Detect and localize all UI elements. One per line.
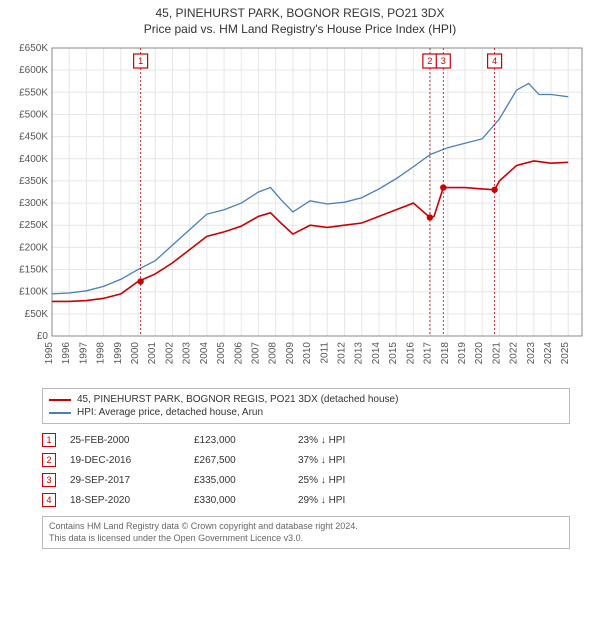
svg-text:2022: 2022 — [509, 342, 520, 365]
svg-text:£100K: £100K — [19, 287, 48, 298]
tx-price: £330,000 — [194, 495, 284, 506]
svg-text:£300K: £300K — [19, 198, 48, 209]
sale-point-3 — [440, 184, 446, 190]
tx-marker-4: 4 — [42, 493, 56, 507]
svg-text:1999: 1999 — [113, 342, 124, 365]
footer-line-1: Contains HM Land Registry data © Crown c… — [49, 521, 563, 533]
svg-text:2008: 2008 — [268, 342, 279, 365]
title-block: 45, PINEHURST PARK, BOGNOR REGIS, PO21 3… — [0, 0, 600, 38]
transaction-row: 3 29-SEP-2017 £335,000 25% ↓ HPI — [42, 470, 570, 490]
svg-text:2023: 2023 — [526, 342, 537, 365]
tx-diff: 23% ↓ HPI — [298, 435, 408, 446]
legend: 45, PINEHURST PARK, BOGNOR REGIS, PO21 3… — [42, 388, 570, 424]
svg-text:2000: 2000 — [130, 342, 141, 365]
transactions-table: 1 25-FEB-2000 £123,000 23% ↓ HPI 2 19-DEC-201… — [42, 430, 570, 510]
title-line-1: 45, PINEHURST PARK, BOGNOR REGIS, PO21 3… — [0, 6, 600, 20]
footer-attribution: Contains HM Land Registry data © Crown c… — [42, 516, 570, 549]
svg-text:2011: 2011 — [319, 342, 330, 364]
svg-text:£150K: £150K — [19, 265, 48, 276]
sale-point-1 — [137, 278, 143, 284]
svg-text:2024: 2024 — [543, 342, 554, 365]
svg-text:2009: 2009 — [285, 342, 296, 365]
svg-text:2003: 2003 — [182, 342, 193, 365]
svg-text:2015: 2015 — [388, 342, 399, 365]
svg-text:2006: 2006 — [233, 342, 244, 365]
legend-label: 45, PINEHURST PARK, BOGNOR REGIS, PO21 3… — [77, 394, 398, 405]
legend-item-0: 45, PINEHURST PARK, BOGNOR REGIS, PO21 3… — [49, 393, 563, 406]
svg-text:1995: 1995 — [44, 342, 55, 365]
sale-point-2 — [427, 214, 433, 220]
svg-text:£650K: £650K — [19, 43, 48, 54]
footer-line-2: This data is licensed under the Open Gov… — [49, 533, 563, 545]
svg-text:£500K: £500K — [19, 109, 48, 120]
svg-text:2001: 2001 — [147, 342, 158, 365]
page-container: 45, PINEHURST PARK, BOGNOR REGIS, PO21 3… — [0, 0, 600, 549]
tx-date: 19-DEC-2016 — [70, 455, 180, 466]
tx-marker-2: 2 — [42, 453, 56, 467]
svg-text:£450K: £450K — [19, 132, 48, 143]
title-line-2: Price paid vs. HM Land Registry's House … — [0, 22, 600, 36]
svg-text:2025: 2025 — [560, 342, 571, 365]
legend-item-1: HPI: Average price, detached house, Arun — [49, 406, 563, 419]
transaction-row: 2 19-DEC-2016 £267,500 37% ↓ HPI — [42, 450, 570, 470]
svg-text:2002: 2002 — [164, 342, 175, 365]
svg-text:£400K: £400K — [19, 154, 48, 165]
svg-text:1998: 1998 — [96, 342, 107, 365]
svg-text:2005: 2005 — [216, 342, 227, 365]
svg-text:2021: 2021 — [491, 342, 502, 365]
svg-text:2012: 2012 — [337, 342, 348, 365]
tx-price: £267,500 — [194, 455, 284, 466]
svg-text:£550K: £550K — [19, 87, 48, 98]
svg-text:2013: 2013 — [354, 342, 365, 365]
svg-text:£50K: £50K — [25, 309, 49, 320]
svg-text:3: 3 — [441, 56, 446, 66]
tx-date: 25-FEB-2000 — [70, 435, 180, 446]
legend-swatch — [49, 412, 71, 414]
tx-marker-1: 1 — [42, 433, 56, 447]
svg-text:£200K: £200K — [19, 242, 48, 253]
svg-text:1997: 1997 — [78, 342, 89, 365]
svg-text:2016: 2016 — [405, 342, 416, 365]
transaction-row: 1 25-FEB-2000 £123,000 23% ↓ HPI — [42, 430, 570, 450]
tx-diff: 29% ↓ HPI — [298, 495, 408, 506]
svg-text:£600K: £600K — [19, 65, 48, 76]
svg-text:4: 4 — [492, 56, 497, 66]
svg-text:2: 2 — [427, 56, 432, 66]
price-chart: £0 £50K £100K £150K £200K £250K £300K £350K £400… — [10, 42, 590, 382]
svg-text:2017: 2017 — [423, 342, 434, 365]
tx-marker-3: 3 — [42, 473, 56, 487]
tx-price: £123,000 — [194, 435, 284, 446]
svg-text:2019: 2019 — [457, 342, 468, 365]
svg-text:2007: 2007 — [250, 342, 261, 365]
sale-point-4 — [491, 187, 497, 193]
svg-text:1996: 1996 — [61, 342, 72, 365]
tx-date: 29-SEP-2017 — [70, 475, 180, 486]
tx-price: £335,000 — [194, 475, 284, 486]
svg-text:2014: 2014 — [371, 342, 382, 365]
svg-text:2020: 2020 — [474, 342, 485, 365]
chart-area: £0 £50K £100K £150K £200K £250K £300K £350K £400… — [10, 42, 590, 382]
legend-swatch — [49, 399, 71, 401]
svg-text:1: 1 — [138, 56, 143, 66]
tx-diff: 25% ↓ HPI — [298, 475, 408, 486]
svg-text:2010: 2010 — [302, 342, 313, 365]
transaction-row: 4 18-SEP-2020 £330,000 29% ↓ HPI — [42, 490, 570, 510]
svg-text:£0: £0 — [37, 331, 49, 342]
svg-text:2004: 2004 — [199, 342, 210, 365]
svg-text:£250K: £250K — [19, 220, 48, 231]
legend-label: HPI: Average price, detached house, Arun — [77, 407, 263, 418]
svg-text:£350K: £350K — [19, 176, 48, 187]
svg-text:2018: 2018 — [440, 342, 451, 365]
tx-diff: 37% ↓ HPI — [298, 455, 408, 466]
tx-date: 18-SEP-2020 — [70, 495, 180, 506]
